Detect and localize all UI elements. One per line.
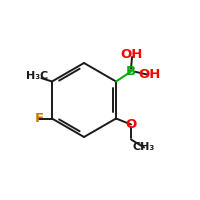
Text: CH₃: CH₃ (133, 142, 155, 153)
Text: H₃C: H₃C (26, 72, 48, 81)
Text: OH: OH (121, 48, 143, 61)
Text: F: F (34, 112, 44, 125)
Text: OH: OH (139, 68, 161, 81)
Text: B: B (126, 65, 136, 78)
Text: O: O (125, 118, 137, 131)
